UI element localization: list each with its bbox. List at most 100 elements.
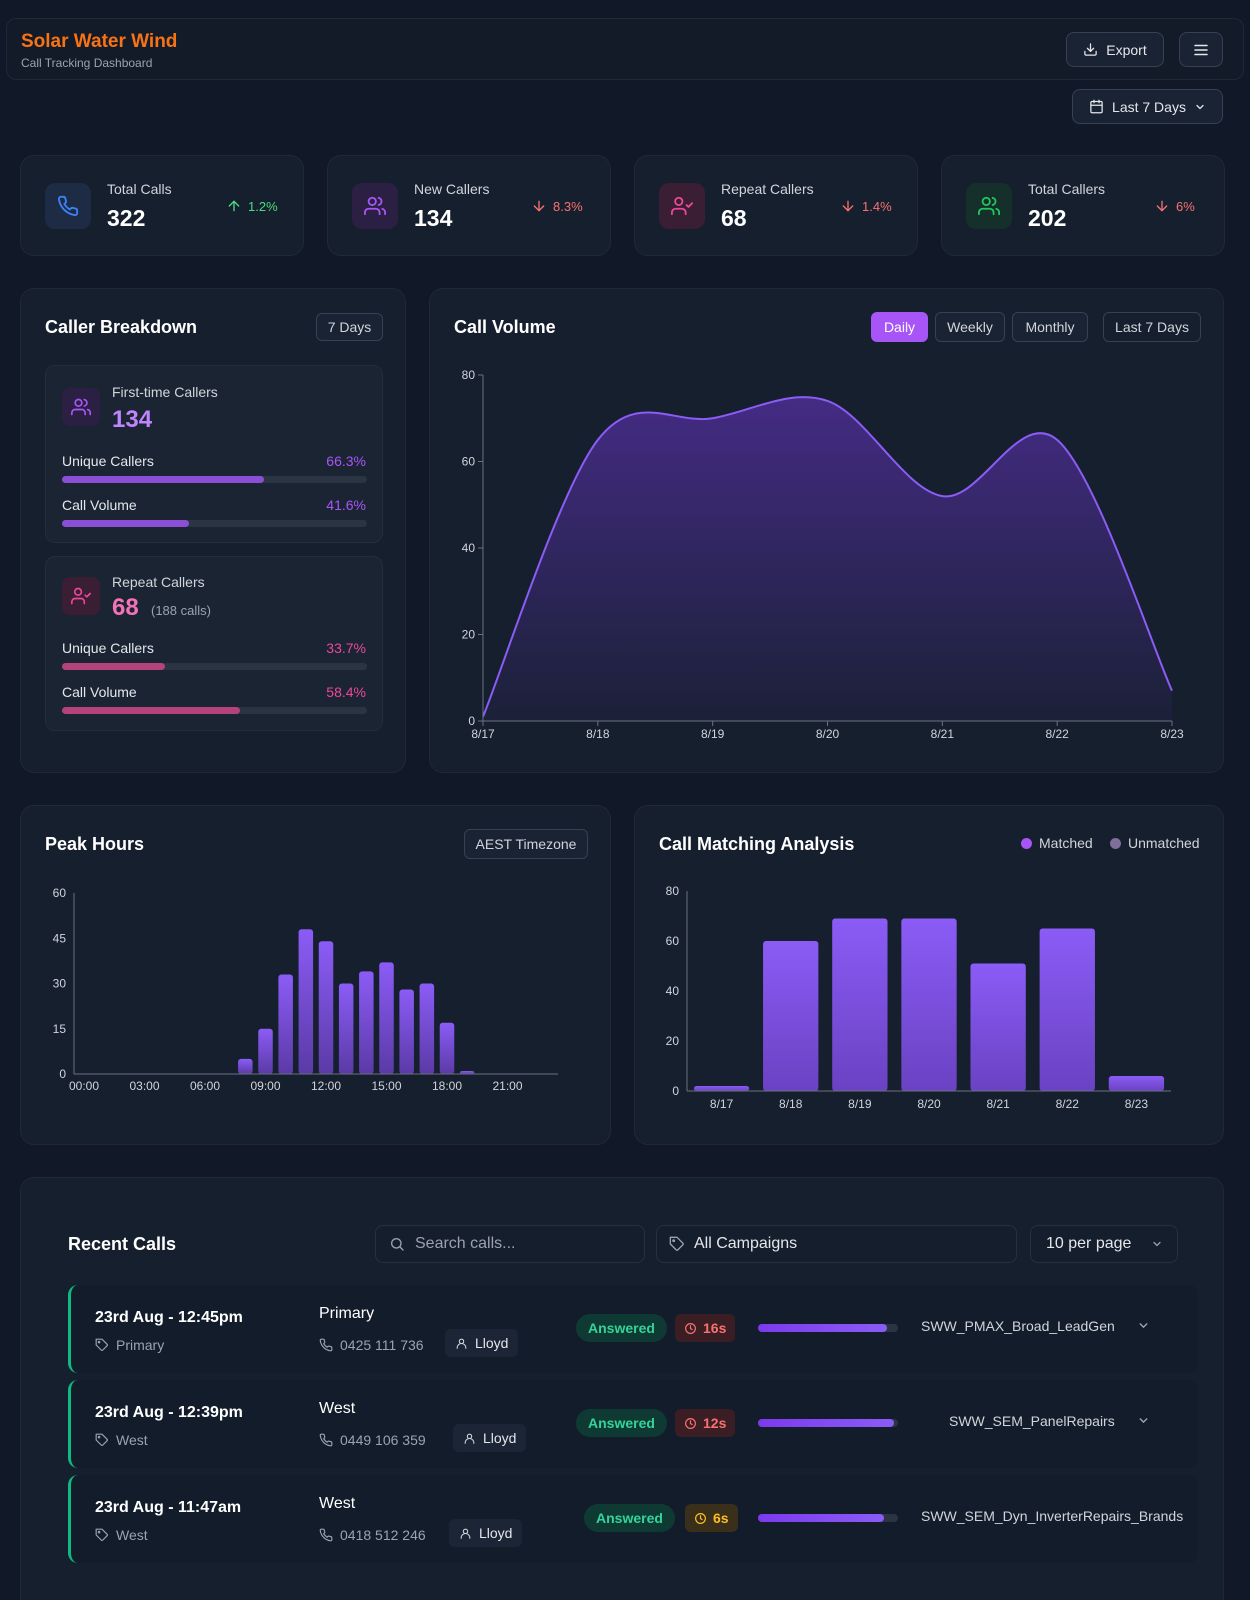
call-tag: West	[95, 1432, 148, 1448]
duration-value: 16s	[703, 1320, 727, 1336]
table-row[interactable]: 23rd Aug - 11:47am West West 0418 512 24…	[68, 1475, 1198, 1563]
date-range-label: Last 7 Days	[1112, 98, 1186, 115]
y-tick-label: 60	[53, 886, 67, 900]
stat-change: 1.2%	[226, 198, 278, 214]
agent-name: Lloyd	[483, 1430, 517, 1446]
timezone-badge[interactable]: AEST Timezone	[464, 829, 588, 859]
x-tick-label: 18:00	[432, 1079, 462, 1093]
call-volume-title: Call Volume	[454, 317, 556, 337]
call-volume-range[interactable]: Last 7 Days	[1103, 312, 1201, 342]
stat-card-total-callers: Total Callers 202 6%	[941, 155, 1225, 256]
caller-breakdown-range[interactable]: 7 Days	[316, 313, 383, 341]
call-time: 23rd Aug - 11:47am	[95, 1499, 242, 1516]
brand-title: Solar Water Wind	[21, 31, 178, 52]
unique-callers-label: Unique Callers	[62, 453, 154, 469]
x-tick-label: 8/22	[1056, 1097, 1080, 1111]
x-tick-label: 00:00	[69, 1079, 99, 1093]
duration-bar	[758, 1419, 898, 1427]
phone-icon	[45, 183, 91, 229]
hamburger-icon	[1192, 41, 1210, 59]
call-volume-bar	[62, 707, 367, 714]
stat-label: Repeat Callers	[721, 181, 814, 197]
y-tick-label: 60	[462, 455, 476, 469]
caller-name: West	[319, 1400, 356, 1417]
call-volume-label: Call Volume	[62, 497, 137, 513]
call-tag-label: Primary	[116, 1337, 165, 1353]
export-button[interactable]: Export	[1066, 32, 1164, 67]
call-volume-pct: 41.6%	[326, 497, 366, 513]
user-icon	[459, 1527, 472, 1540]
stat-label: Total Callers	[1028, 181, 1106, 197]
x-tick-label: 03:00	[129, 1079, 159, 1093]
expand-chevron-icon[interactable]	[1137, 1319, 1150, 1332]
agent-badge: Lloyd	[453, 1424, 527, 1452]
date-range-dropdown[interactable]: Last 7 Days	[1072, 89, 1223, 124]
bar	[901, 918, 957, 1091]
y-tick-label: 40	[462, 541, 476, 555]
recent-calls-title: Recent Calls	[68, 1234, 177, 1254]
agent-badge: Lloyd	[445, 1329, 519, 1357]
series-line	[482, 396, 1173, 718]
bar	[379, 962, 394, 1074]
call-volume-pct: 58.4%	[326, 684, 366, 700]
first-time-value: 134	[112, 406, 153, 433]
duration-value: 6s	[713, 1510, 729, 1526]
campaign-filter[interactable]: All Campaigns	[656, 1225, 1017, 1263]
x-tick-label: 8/19	[848, 1097, 872, 1111]
tag-icon	[95, 1338, 109, 1352]
expand-chevron-icon[interactable]	[1137, 1414, 1150, 1427]
x-tick-label: 8/21	[986, 1097, 1010, 1111]
x-tick-label: 8/18	[586, 727, 610, 741]
call-tag-label: West	[116, 1527, 148, 1543]
peak-hours-chart: 0 15 30 45 60 00:00 03:00 06:00 09:00 12:00 15:00 1…	[53, 886, 558, 1093]
phone-icon	[319, 1433, 333, 1447]
user-check-icon	[62, 577, 100, 615]
unique-callers-bar	[62, 476, 367, 483]
unique-callers-bar	[62, 663, 367, 670]
bar	[693, 1086, 750, 1091]
call-volume-bar-fill	[62, 707, 241, 714]
call-tag: Primary	[95, 1337, 164, 1353]
tab-monthly[interactable]: Monthly	[1012, 312, 1088, 342]
search-input[interactable]: Search calls...	[375, 1225, 645, 1263]
bar	[338, 983, 354, 1074]
stat-change-value: 8.3%	[553, 198, 583, 214]
y-tick-label: 80	[462, 368, 476, 382]
users-icon	[62, 388, 100, 426]
tab-daily[interactable]: Daily	[871, 312, 928, 342]
arrow-down-icon	[840, 198, 856, 214]
y-tick-label: 20	[666, 1034, 680, 1048]
clock-icon	[684, 1322, 697, 1335]
agent-badge: Lloyd	[449, 1519, 523, 1547]
stat-value: 322	[107, 205, 146, 231]
bar	[1108, 1076, 1165, 1091]
x-tick-label: 8/23	[1125, 1097, 1149, 1111]
table-row[interactable]: 23rd Aug - 12:45pm Primary Primary 0425 …	[68, 1285, 1198, 1373]
status-badge: Answered	[576, 1409, 667, 1437]
y-tick-label: 30	[53, 977, 67, 991]
legend-matched-label: Matched	[1039, 835, 1093, 851]
y-tick-label: 0	[59, 1067, 66, 1081]
x-tick-label: 8/23	[1160, 727, 1184, 741]
table-row[interactable]: 23rd Aug - 12:39pm West West 0449 106 35…	[68, 1380, 1198, 1468]
user-check-icon	[659, 183, 705, 229]
caller-breakdown-card: Caller Breakdown 7 Days First-time Calle…	[20, 288, 406, 773]
bar	[278, 974, 293, 1074]
tag-icon	[95, 1528, 109, 1542]
stat-change: 8.3%	[531, 198, 583, 214]
stat-change-value: 1.4%	[862, 198, 892, 214]
caller-phone: 0449 106 359	[319, 1432, 426, 1448]
clock-icon	[694, 1512, 707, 1525]
download-icon	[1083, 42, 1098, 57]
y-tick-label: 80	[666, 884, 680, 898]
unique-callers-pct: 33.7%	[326, 640, 366, 656]
caller-phone-number: 0425 111 736	[340, 1337, 424, 1353]
y-tick-label: 15	[53, 1022, 67, 1036]
per-page-select[interactable]: 10 per page	[1030, 1225, 1178, 1263]
y-tick-label: 40	[666, 984, 680, 998]
stat-card-total-calls: Total Calls 322 1.2%	[20, 155, 304, 256]
x-tick-label: 8/18	[779, 1097, 803, 1111]
tab-weekly[interactable]: Weekly	[935, 312, 1005, 342]
repeat-label: Repeat Callers	[112, 574, 205, 590]
menu-button[interactable]	[1179, 32, 1223, 67]
